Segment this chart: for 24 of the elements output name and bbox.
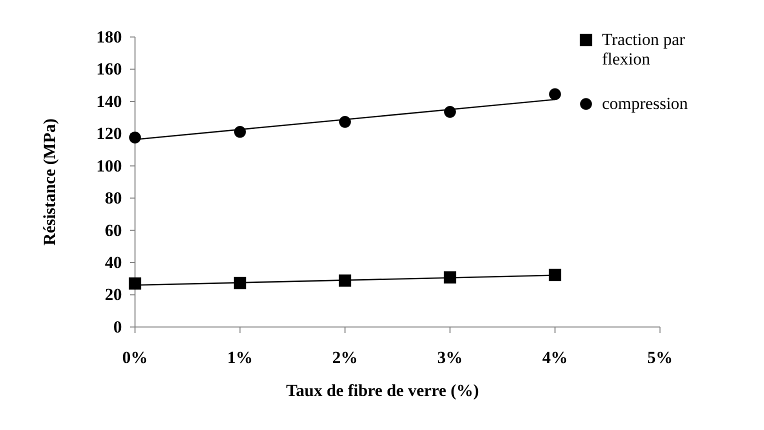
y-axis-title: Résistance (MPa) — [40, 118, 59, 246]
point — [549, 88, 561, 100]
y-tick-label: 0 — [113, 317, 122, 336]
x-tick-label: 2% — [332, 348, 358, 368]
y-tick-label: 180 — [96, 27, 122, 46]
y-tick-label: 120 — [96, 124, 122, 144]
x-tick-label: 3% — [437, 348, 463, 368]
y-tick-label: 40 — [104, 252, 122, 272]
y-tick-label: 20 — [104, 285, 122, 304]
y-tick-label: 100 — [96, 156, 122, 176]
x-tick-label: 4% — [542, 348, 568, 368]
x-tick-label: 5% — [647, 348, 673, 368]
y-tick-label: 60 — [104, 220, 122, 240]
y-tick-label: 140 — [96, 92, 122, 111]
point — [129, 132, 141, 144]
legend-label: Traction par flexion — [602, 30, 686, 69]
point — [128, 277, 142, 290]
y-tick-label: 160 — [96, 60, 122, 79]
y-tick-label: 80 — [104, 188, 122, 208]
point — [548, 268, 562, 282]
x-axis-title: Taux de fibre de verre (%) — [286, 381, 479, 400]
x-tick-label: 1% — [227, 348, 253, 368]
x-tick-label: 0% — [122, 348, 148, 368]
legend-label: compression — [602, 94, 688, 113]
